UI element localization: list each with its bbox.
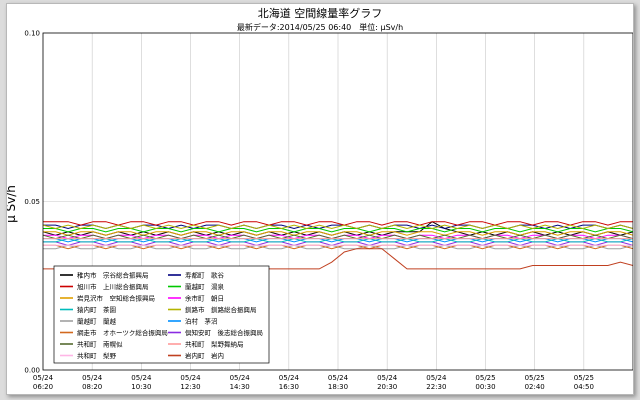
x-tick-date: 05/24: [131, 374, 152, 382]
legend-label: 余市町 朝日: [185, 293, 224, 302]
chart-subtitle: 最新データ:2014/05/25 06:40 単位: μSv/h: [237, 22, 403, 32]
x-tick-time: 18:30: [328, 383, 348, 391]
series-line: [43, 238, 633, 243]
x-tick-date: 05/25: [574, 374, 594, 382]
x-tick-time: 16:30: [279, 383, 299, 391]
series-line: [42, 234, 633, 240]
y-tick-label: 0.10: [24, 30, 40, 38]
plot-area-border: [42, 32, 633, 371]
x-tick-time: 04:50: [574, 383, 594, 391]
x-tick-time: 02:40: [525, 383, 545, 391]
series-lines: [42, 221, 633, 273]
legend-label: 猿内町 茶園: [77, 305, 116, 314]
series-line: [43, 221, 633, 226]
series-line: [42, 224, 633, 230]
x-tick-date: 05/24: [230, 374, 251, 382]
x-tick-date: 05/25: [475, 374, 495, 382]
x-tick-date: 05/24: [377, 374, 398, 382]
series-line: [43, 228, 633, 233]
legend-label: 岩見沢市 空知総合振興局: [77, 293, 155, 302]
y-tick-label: 0.05: [24, 198, 40, 206]
line-chart: 北海道 空間線量率グラフ 最新データ:2014/05/25 06:40 単位: …: [7, 6, 633, 392]
x-tick-time: 22:30: [426, 383, 446, 391]
legend-label: 岩内町 岩内: [185, 351, 224, 360]
x-tick-time: 10:30: [131, 383, 151, 391]
x-tick-date: 05/24: [279, 374, 300, 382]
x-tick-date: 05/24: [33, 374, 54, 382]
legend-label: 旭川市 上川総合振興局: [77, 282, 149, 291]
chart-title: 北海道 空間線量率グラフ: [258, 6, 383, 20]
x-tick-time: 20:30: [377, 383, 397, 391]
legend-box: [53, 265, 270, 364]
legend-label: 寿都町 歌谷: [185, 270, 225, 279]
x-tick-date: 05/25: [525, 374, 545, 382]
legend-label: 共和町 南幌似: [77, 339, 123, 348]
x-tick-date: 05/24: [328, 374, 349, 382]
axis-ticks: 0.000.050.1005/2406:2005/2408:2005/2410:…: [24, 30, 594, 392]
x-tick-time: 08:20: [82, 383, 102, 391]
grid: [43, 33, 633, 370]
legend-label: 釧路市 釧路総合振興局: [185, 305, 257, 314]
y-tick-label: 0.00: [24, 367, 40, 375]
x-tick-time: 06:20: [33, 383, 53, 391]
x-tick-time: 12:30: [180, 383, 200, 391]
chart-frame: 北海道 空間線量率グラフ 最新データ:2014/05/25 06:40 単位: …: [6, 3, 634, 395]
x-tick-date: 05/24: [426, 374, 447, 382]
legend-label: 網走市 オホーツク総合振興局: [77, 328, 168, 337]
x-tick-time: 00:30: [475, 383, 495, 391]
legend-label: 共和町 梨野: [77, 351, 117, 360]
legend-label: 共和町 梨野舞納局: [185, 339, 244, 348]
x-tick-date: 05/24: [180, 374, 201, 382]
y-axis-label: μ Sv/h: [7, 185, 18, 223]
legend-label: 蘭越町 湯泉: [185, 282, 225, 291]
series-line: [43, 231, 633, 236]
legend-label: 蘭越町 蘭越: [77, 316, 117, 325]
x-tick-time: 14:30: [230, 383, 250, 391]
legend-label: 倶知安町 後志総合振興局: [185, 328, 263, 337]
legend-label: 稚内市 宗谷総合振興局: [77, 270, 149, 279]
legend-label: 泊村 茅沼: [185, 316, 218, 325]
x-tick-date: 05/24: [82, 374, 103, 382]
